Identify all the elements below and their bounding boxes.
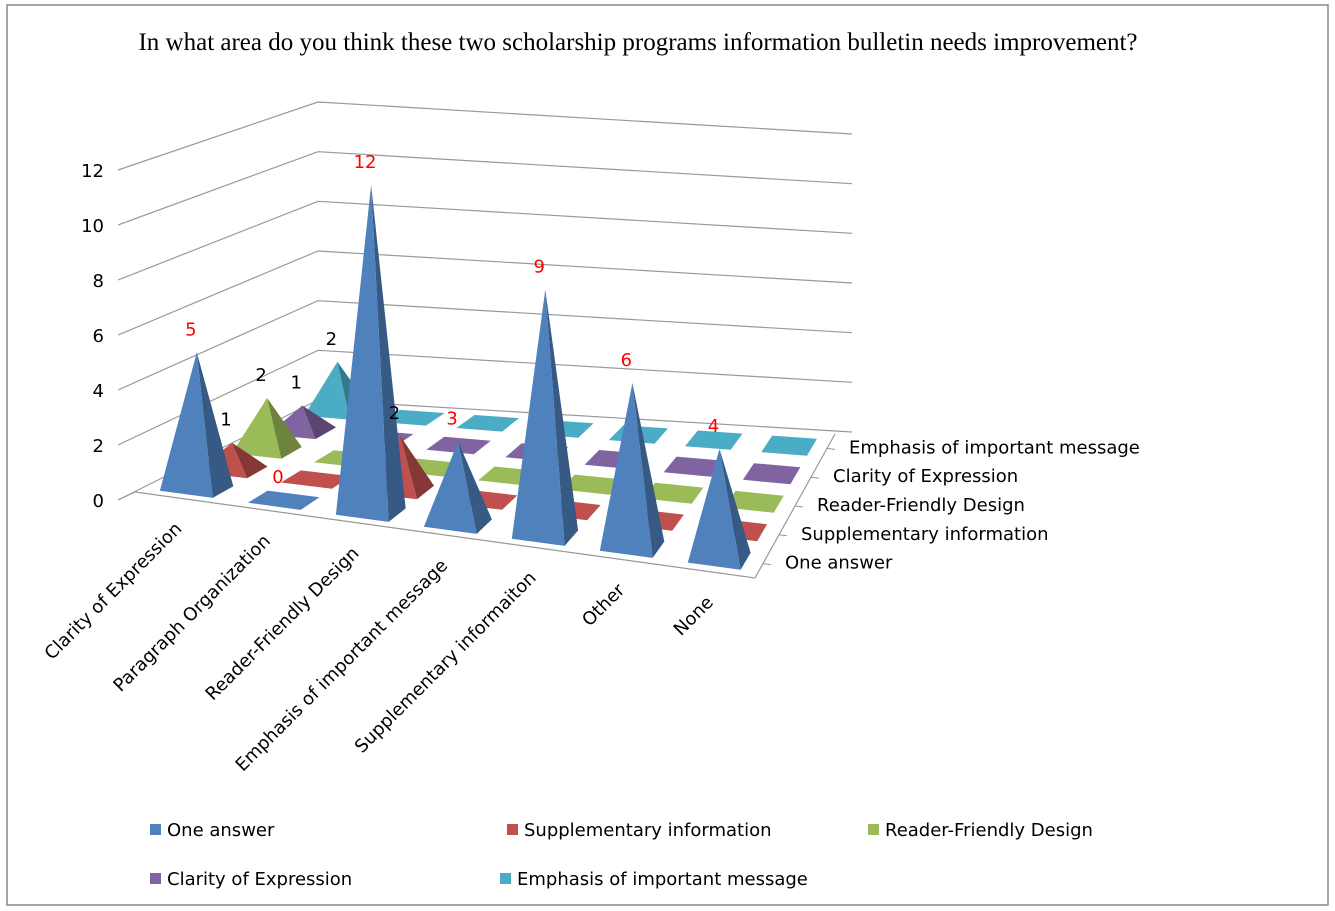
- pyramid-front: [599, 382, 653, 558]
- legend-label: Emphasis of important message: [517, 869, 808, 890]
- pyramid-side: [232, 442, 268, 479]
- pyramid-front: [511, 289, 565, 546]
- pyramid-base: [560, 474, 624, 495]
- pyramid-front: [159, 352, 213, 498]
- legend-marker: [500, 873, 511, 884]
- depth-label: Reader-Friendly Design: [817, 495, 1025, 516]
- pyramid-base: [761, 435, 817, 456]
- pyramid-side: [719, 448, 751, 570]
- pyramid-front: [687, 448, 741, 570]
- pyramid: [663, 456, 723, 477]
- pyramid-side: [458, 441, 492, 534]
- legend-label: Reader-Friendly Design: [885, 820, 1093, 841]
- floor-outline: [134, 433, 836, 579]
- y-tick-label: 4: [93, 381, 104, 402]
- pyramid-side: [371, 184, 406, 522]
- pyramid-side: [302, 405, 336, 440]
- y-tick-label: 2: [93, 436, 104, 457]
- grid-line: [117, 101, 853, 171]
- pyramid: [560, 474, 624, 495]
- grid-line: [117, 300, 853, 391]
- depth-tick: [794, 505, 804, 508]
- depth-label: Supplementary information: [801, 524, 1049, 545]
- pyramid: [456, 415, 520, 432]
- value-label: 1: [291, 373, 302, 394]
- pyramid-base: [247, 490, 320, 510]
- value-label: 4: [708, 416, 719, 437]
- value-label: 2: [389, 403, 400, 424]
- legend-label: Clarity of Expression: [167, 869, 352, 890]
- value-label: 5: [185, 319, 196, 340]
- pyramid: [281, 470, 351, 489]
- value-label: 0: [272, 467, 283, 488]
- depth-label: Clarity of Expression: [833, 466, 1018, 487]
- legend-marker: [150, 873, 161, 884]
- grid-line: [117, 151, 853, 226]
- grid-line: [117, 200, 853, 281]
- x-tick-label: Supplementary informaiton: [351, 568, 541, 758]
- pyramid-base: [685, 430, 743, 450]
- value-label: 12: [354, 152, 377, 173]
- value-label: 2: [326, 329, 337, 350]
- value-label: 2: [255, 365, 266, 386]
- grid-line: [117, 250, 853, 336]
- depth-label: Emphasis of important message: [849, 437, 1140, 458]
- chart-border: [6, 4, 1329, 906]
- pyramid: [159, 352, 234, 498]
- pyramid: [231, 398, 302, 459]
- pyramid-side: [632, 382, 665, 558]
- pyramid: [761, 435, 817, 456]
- depth-tick: [826, 447, 836, 450]
- pyramid-side: [196, 352, 234, 498]
- pyramid: [423, 441, 492, 534]
- y-tick-label: 6: [93, 326, 104, 347]
- value-label: 9: [534, 257, 545, 278]
- chart-title: In what area do you think these two scho…: [138, 29, 1138, 56]
- pyramid-base: [281, 470, 351, 489]
- pyramid-front: [335, 184, 389, 522]
- pyramid: [247, 490, 320, 510]
- pyramid-base: [642, 482, 704, 504]
- pyramid: [511, 289, 579, 546]
- x-tick-label: Other: [578, 579, 629, 630]
- x-tick-label: Emphasis of important message: [232, 555, 453, 776]
- x-tick-label: None: [670, 592, 718, 640]
- pyramid: [724, 490, 784, 513]
- value-label: 6: [621, 350, 632, 371]
- y-tick-label: 8: [93, 271, 104, 292]
- depth-tick: [810, 476, 820, 479]
- y-tick-label: 0: [93, 491, 104, 512]
- pyramid-front: [231, 398, 282, 459]
- depth-tick: [762, 563, 772, 566]
- pyramid: [335, 184, 406, 522]
- legend-marker: [507, 824, 518, 835]
- value-label: 3: [446, 409, 457, 430]
- pyramid-base: [663, 456, 723, 477]
- pyramid-base: [742, 463, 801, 485]
- pyramid: [687, 448, 751, 570]
- value-label: 1: [220, 410, 231, 431]
- pyramid-side: [267, 398, 302, 459]
- depth-tick: [778, 534, 788, 537]
- pyramid: [642, 482, 704, 504]
- legend-label: Supplementary information: [524, 820, 772, 841]
- pyramid-side: [400, 436, 434, 500]
- pyramid-base: [456, 415, 520, 432]
- legend-marker: [868, 824, 879, 835]
- grid-line: [117, 349, 853, 446]
- pyramid-front: [304, 361, 350, 420]
- pyramid-side: [545, 289, 579, 546]
- y-tick-label: 10: [81, 216, 104, 237]
- pyramid-base: [724, 490, 784, 513]
- legend-marker: [150, 824, 161, 835]
- pyramid: [742, 463, 801, 485]
- y-tick-label: 12: [81, 161, 104, 182]
- depth-label: One answer: [785, 553, 893, 574]
- pyramid: [599, 382, 665, 558]
- legend-label: One answer: [167, 820, 275, 841]
- pyramid-front: [423, 441, 477, 534]
- pyramid: [685, 430, 743, 450]
